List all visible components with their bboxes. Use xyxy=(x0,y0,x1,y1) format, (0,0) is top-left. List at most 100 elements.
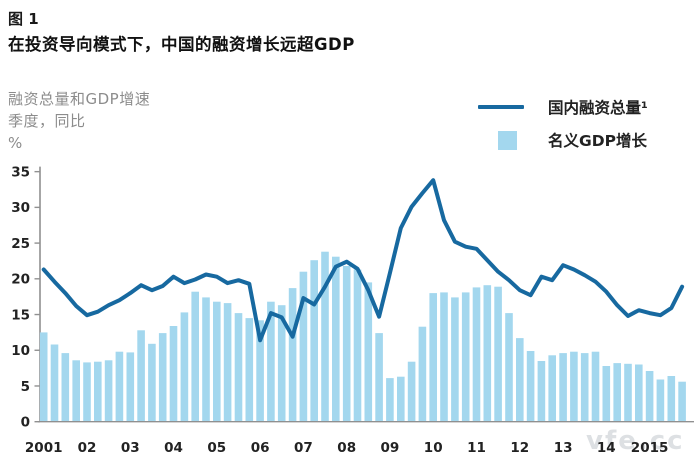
x-tick-label: 12 xyxy=(510,440,529,456)
x-tick-label: 13 xyxy=(554,440,573,456)
gdp-bar xyxy=(256,320,264,422)
gdp-bar xyxy=(299,271,308,422)
legend-bar-label: 名义GDP增长 xyxy=(548,132,647,150)
gdp-bar xyxy=(277,305,286,422)
gdp-bar xyxy=(310,260,318,422)
gdp-bar-swatch xyxy=(498,130,517,150)
gdp-bar xyxy=(624,363,632,422)
gdp-bar xyxy=(656,379,665,422)
watermark: vfe.cc xyxy=(586,426,685,456)
gdp-bar xyxy=(288,288,297,422)
y-axis-annotation: 融资总量和GDP增速 季度，同比 % xyxy=(8,88,150,154)
gdp-bar xyxy=(61,353,70,422)
gdp-bar xyxy=(223,303,232,422)
gdp-bar xyxy=(570,351,578,422)
x-tick-label: 04 xyxy=(164,440,183,456)
x-tick-label: 06 xyxy=(251,440,270,456)
x-tick-label: 08 xyxy=(337,440,356,456)
gdp-bar xyxy=(516,338,524,422)
gdp-bar xyxy=(321,251,329,422)
gdp-bar xyxy=(332,256,340,422)
gdp-bar xyxy=(667,376,676,422)
y-tick-label: 30 xyxy=(11,200,30,216)
gdp-bar xyxy=(245,318,254,422)
y-tick-label: 10 xyxy=(11,343,30,359)
x-tick-label: 07 xyxy=(294,440,313,456)
gdp-bar xyxy=(505,313,513,422)
y-axis-annotation-unit: % xyxy=(8,134,23,152)
y-tick-label: 20 xyxy=(11,272,30,288)
gdp-bar xyxy=(537,361,546,422)
gdp-bar xyxy=(267,301,275,422)
x-tick-label: 10 xyxy=(424,440,443,456)
gdp-bar xyxy=(526,351,535,422)
gdp-bar xyxy=(602,366,611,422)
gdp-bar xyxy=(342,266,351,422)
gdp-bar xyxy=(386,378,394,422)
x-tick-label: 02 xyxy=(78,440,97,456)
gdp-bar xyxy=(213,301,221,422)
gdp-bar xyxy=(364,282,373,422)
financing-line-swatch xyxy=(478,105,524,109)
gdp-bar xyxy=(472,287,481,422)
legend-line-swatch-cell xyxy=(478,105,534,109)
gdp-bar xyxy=(461,292,470,422)
gdp-bar xyxy=(126,352,135,422)
y-axis-annotation-line1: 融资总量和GDP增速 xyxy=(8,90,151,108)
gdp-bar xyxy=(613,363,621,422)
gdp-bar xyxy=(94,361,102,422)
legend-line-label: 国内融资总量¹ xyxy=(548,99,648,117)
gdp-bar xyxy=(548,355,556,422)
y-tick-label: 0 xyxy=(21,415,30,431)
gdp-bar xyxy=(104,360,113,422)
gdp-bar xyxy=(645,371,654,422)
y-tick-label: 25 xyxy=(11,236,30,252)
x-tick-label: 03 xyxy=(121,440,140,456)
legend: 国内融资总量¹ 名义GDP增长 xyxy=(478,96,648,151)
gdp-bar xyxy=(50,344,59,422)
legend-bar-swatch-cell xyxy=(478,130,534,150)
gdp-bar xyxy=(158,333,167,422)
gdp-bar xyxy=(635,364,643,422)
gdp-bar xyxy=(39,332,48,422)
figure-label: 图 1 xyxy=(8,10,39,28)
gdp-bar xyxy=(148,343,156,422)
x-tick-label: 09 xyxy=(381,440,400,456)
x-tick-label: 2015 xyxy=(631,440,669,456)
gdp-bar xyxy=(137,330,145,422)
gdp-bar xyxy=(353,269,362,422)
gdp-bar xyxy=(591,351,600,422)
gdp-bar xyxy=(678,381,686,422)
y-tick-label: 15 xyxy=(11,307,30,323)
gdp-bar xyxy=(234,313,243,422)
gdp-bar xyxy=(72,360,80,422)
gdp-bar xyxy=(407,361,416,422)
gdp-bar xyxy=(191,291,199,422)
gdp-bar xyxy=(494,286,502,422)
x-tick-label: 11 xyxy=(467,440,486,456)
chart-title: 在投资导向模式下，中国的融资增长远超GDP xyxy=(8,35,355,54)
gdp-bar xyxy=(202,297,210,422)
gdp-bar xyxy=(397,376,405,422)
gdp-bar xyxy=(169,326,178,422)
gdp-bar xyxy=(429,293,437,422)
y-tick-label: 5 xyxy=(21,379,30,395)
y-tick-label: 35 xyxy=(11,164,30,180)
gdp-bar xyxy=(580,353,589,422)
gdp-bar xyxy=(418,326,427,422)
x-tick-label: 14 xyxy=(597,440,616,456)
y-axis-annotation-line2: 季度，同比 xyxy=(8,112,86,130)
gdp-bar xyxy=(440,292,448,422)
gdp-bar xyxy=(180,312,189,422)
gdp-bar xyxy=(483,285,492,422)
gdp-bar xyxy=(83,362,91,422)
gdp-bar xyxy=(375,333,383,422)
gdp-bar xyxy=(115,351,124,422)
gdp-bar xyxy=(559,353,567,422)
gdp-bar xyxy=(451,297,459,422)
financing-line xyxy=(41,178,685,343)
x-tick-label: 2001 xyxy=(25,440,63,456)
x-tick-label: 05 xyxy=(207,440,226,456)
